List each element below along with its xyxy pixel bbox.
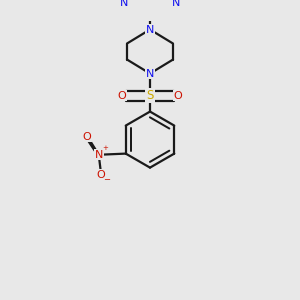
- Text: −: −: [103, 175, 110, 184]
- Text: O: O: [82, 132, 91, 142]
- Text: S: S: [146, 89, 154, 102]
- Text: O: O: [96, 169, 105, 180]
- Text: +: +: [102, 146, 108, 152]
- Text: N: N: [94, 150, 103, 160]
- Text: N: N: [146, 25, 154, 34]
- Text: O: O: [118, 91, 126, 100]
- Text: N: N: [119, 0, 128, 8]
- Text: O: O: [174, 91, 182, 100]
- Text: N: N: [172, 0, 181, 8]
- Text: N: N: [146, 68, 154, 79]
